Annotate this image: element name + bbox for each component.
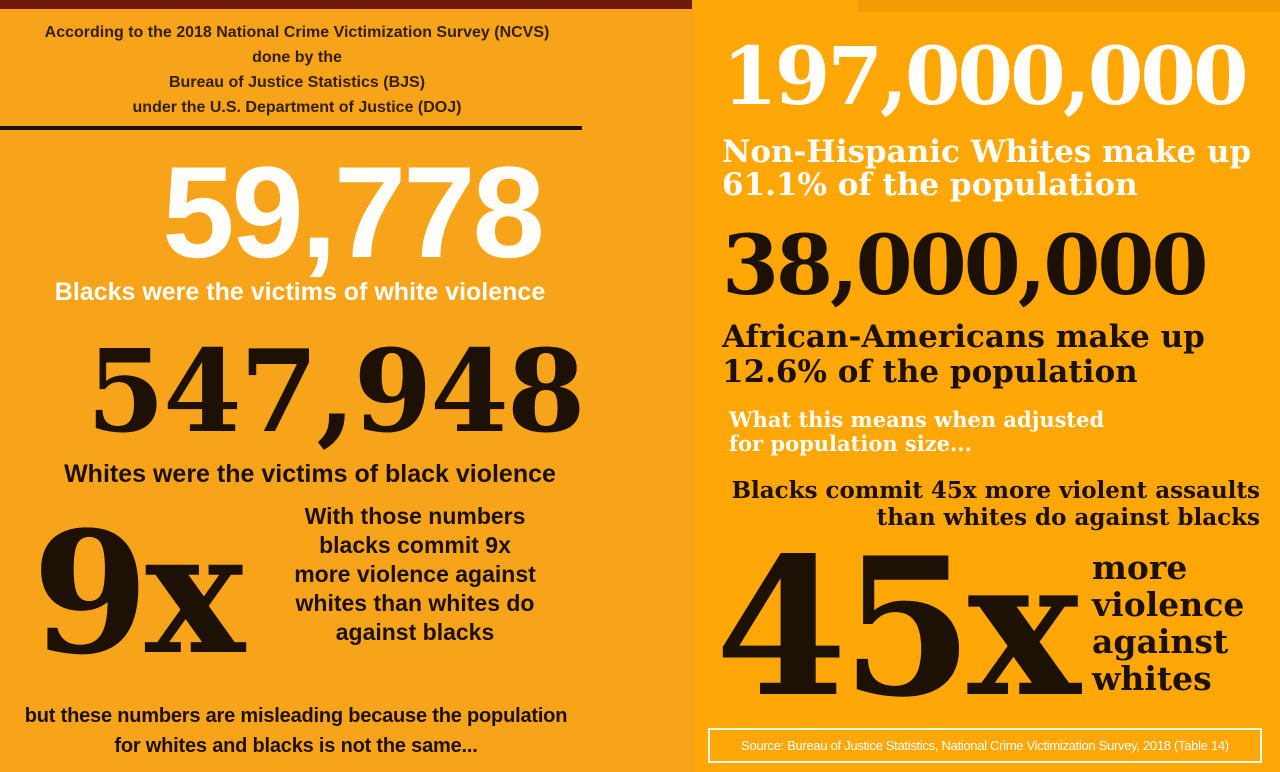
adjusted-ratio-value: 45x xyxy=(715,516,1081,739)
black-population-label: African-Americans make up 12.6% of the p… xyxy=(722,320,1205,390)
adjusted-intro: What this means when adjusted for popula… xyxy=(729,408,1104,456)
survey-attribution-line: Bureau of Justice Statistics (BJS) xyxy=(168,74,426,91)
black-victims-label: Blacks were the victims of white violenc… xyxy=(54,278,546,306)
misleading-note: but these numbers are misleading because… xyxy=(0,701,592,761)
divider-line xyxy=(0,126,582,130)
raw-ratio-explanation-line: more violence against xyxy=(294,561,536,587)
black-population-label-line: African-Americans make up xyxy=(722,319,1205,355)
raw-ratio-value: 9x xyxy=(32,494,245,692)
adjusted-intro-line: What this means when adjusted xyxy=(729,407,1105,432)
adjusted-ratio-label-line: against xyxy=(1092,622,1229,661)
top-orange-strip xyxy=(858,0,1280,12)
survey-attribution-line: According to the 2018 National Crime Vic… xyxy=(44,24,550,41)
raw-ratio-explanation-line: With those numbers xyxy=(304,503,526,529)
raw-ratio-explanation-line: against blacks xyxy=(335,619,495,645)
source-box: Source: Bureau of Justice Statistics, Na… xyxy=(708,728,1262,763)
raw-ratio-explanation-line: blacks commit 9x xyxy=(319,532,511,558)
white-population-count: 197,000,000 xyxy=(722,29,1249,123)
adjusted-intro-line: for population size... xyxy=(729,431,972,456)
survey-attribution: According to the 2018 National Crime Vic… xyxy=(8,20,586,120)
white-victims-count: 547,948 xyxy=(86,325,585,458)
white-population-label: Non-Hispanic Whites make up 61.1% of the… xyxy=(722,136,1251,202)
survey-attribution-line: done by the xyxy=(252,49,342,66)
white-victims-label: Whites were the victims of black violenc… xyxy=(64,460,556,488)
adjusted-ratio-label-line: violence xyxy=(1092,585,1245,624)
adjusted-claim-line: than whites do against blacks xyxy=(876,504,1260,531)
misleading-note-line: for whites and blacks is not the same... xyxy=(114,735,478,757)
raw-ratio-explanation-line: whites than whites do xyxy=(295,590,535,616)
adjusted-ratio-label: more violence against whites xyxy=(1092,549,1244,697)
source-text: Source: Bureau of Justice Statistics, Na… xyxy=(741,738,1229,753)
black-population-count: 38,000,000 xyxy=(722,218,1209,314)
adjusted-claim: Blacks commit 45x more violent assaults … xyxy=(660,477,1260,531)
white-population-label-line: 61.1% of the population xyxy=(722,167,1138,203)
black-population-label-line: 12.6% of the population xyxy=(722,354,1138,390)
misleading-note-line: but these numbers are misleading because… xyxy=(24,705,568,727)
black-victims-count: 59,778 xyxy=(162,139,545,285)
adjusted-claim-line: Blacks commit 45x more violent assaults xyxy=(731,477,1260,504)
white-population-label-line: Non-Hispanic Whites make up xyxy=(722,134,1252,170)
raw-ratio-explanation: With those numbers blacks commit 9x more… xyxy=(255,502,575,647)
top-maroon-strip xyxy=(0,0,692,9)
survey-attribution-line: under the U.S. Department of Justice (DO… xyxy=(132,99,462,116)
right-panel-background xyxy=(695,0,1280,772)
adjusted-ratio-label-line: whites xyxy=(1092,659,1212,698)
adjusted-ratio-label-line: more xyxy=(1092,548,1188,587)
